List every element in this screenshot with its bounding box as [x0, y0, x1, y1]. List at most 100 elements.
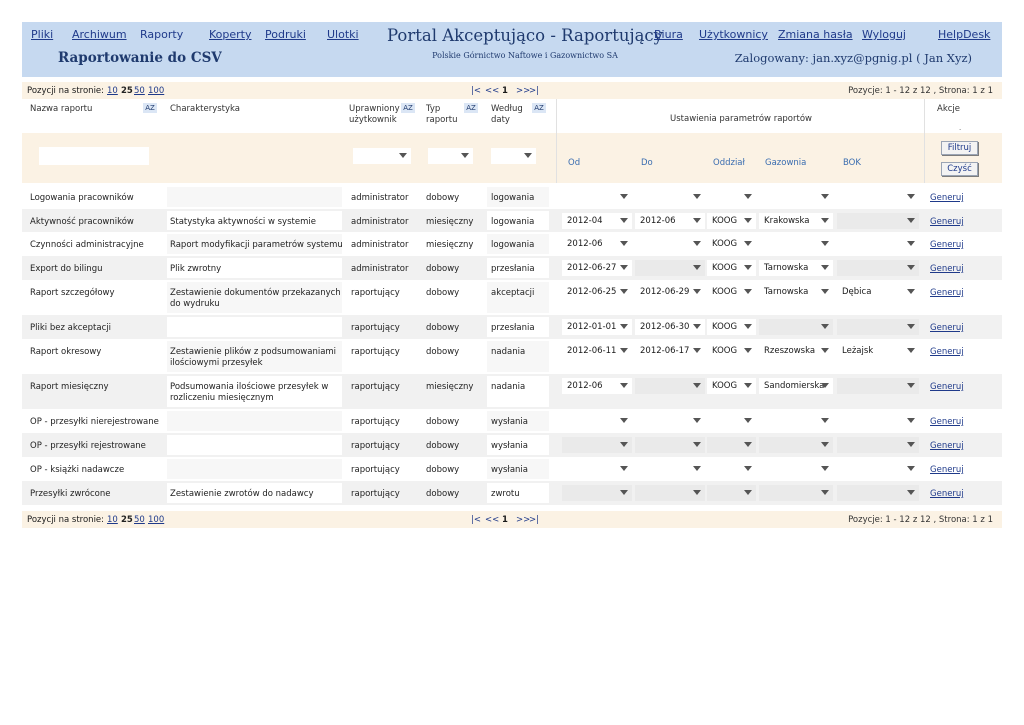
nav-helpdesk[interactable]: HelpDesk [938, 28, 991, 41]
param-from-select[interactable]: 2012-06-25 [562, 284, 632, 300]
param-gas-select[interactable] [759, 236, 833, 252]
generate-link[interactable]: Generuj [930, 441, 964, 451]
param-bok-select[interactable] [837, 461, 919, 477]
filter-type-select[interactable] [428, 148, 473, 164]
nav-biura[interactable]: Biura [654, 28, 683, 41]
page-next[interactable]: >> [516, 86, 531, 96]
param-to-select[interactable] [635, 378, 705, 394]
param-to-select[interactable] [635, 485, 705, 501]
param-gas-select[interactable] [759, 437, 833, 453]
page-last[interactable]: >| [529, 515, 539, 525]
param-from-select[interactable]: 2012-04 [562, 213, 632, 229]
param-bok-select[interactable] [837, 260, 919, 276]
param-branch-select[interactable]: KOOG [707, 343, 756, 359]
param-branch-select[interactable] [707, 189, 756, 205]
page-last[interactable]: >| [529, 86, 539, 96]
param-to-select[interactable]: 2012-06-29 [635, 284, 705, 300]
generate-link[interactable]: Generuj [930, 264, 964, 274]
per-page-25[interactable]: 25 [121, 86, 133, 96]
param-gas-select[interactable]: Sandomierska [759, 378, 833, 394]
param-gas-select[interactable]: Tarnowska [759, 260, 833, 276]
param-gas-select[interactable]: Rzeszowska [759, 343, 833, 359]
param-to-select[interactable] [635, 260, 705, 276]
filter-name-input[interactable] [39, 147, 149, 165]
param-gas-select[interactable]: Tarnowska [759, 284, 833, 300]
param-gas-select[interactable]: Krakowska [759, 213, 833, 229]
per-page-10[interactable]: 10 [107, 86, 118, 96]
nav-podruki[interactable]: Podruki [265, 28, 306, 41]
param-bok-select[interactable] [837, 319, 919, 335]
nav-pliki[interactable]: Pliki [31, 28, 54, 41]
nav-ulotki[interactable]: Ulotki [327, 28, 359, 41]
page-prev[interactable]: << [485, 86, 500, 96]
nav-raporty[interactable]: Raporty [140, 28, 184, 41]
param-from-select[interactable]: 2012-06 [562, 378, 632, 394]
sort-by-date-button[interactable]: AZ [532, 103, 546, 113]
param-from-select[interactable] [562, 485, 632, 501]
param-bok-select[interactable] [837, 437, 919, 453]
generate-link[interactable]: Generuj [930, 217, 964, 227]
filter-user-select[interactable] [353, 148, 411, 164]
param-from-select[interactable]: 2012-06-11 [562, 343, 632, 359]
page-first[interactable]: |< [471, 86, 481, 96]
param-branch-select[interactable] [707, 413, 756, 429]
param-gas-select[interactable] [759, 319, 833, 335]
per-page-50[interactable]: 50 [134, 86, 145, 96]
param-branch-select[interactable] [707, 437, 756, 453]
param-to-select[interactable] [635, 437, 705, 453]
param-bok-select[interactable] [837, 378, 919, 394]
per-page-100[interactable]: 100 [148, 515, 165, 525]
nav-archiwum[interactable]: Archiwum [72, 28, 127, 41]
param-branch-select[interactable]: KOOG [707, 213, 756, 229]
param-bok-select[interactable] [837, 485, 919, 501]
param-bok-select[interactable]: Dębica [837, 284, 919, 300]
param-to-select[interactable]: 2012-06-30 [635, 319, 705, 335]
generate-link[interactable]: Generuj [930, 323, 964, 333]
param-bok-select[interactable] [837, 413, 919, 429]
param-gas-select[interactable] [759, 461, 833, 477]
param-bok-select[interactable] [837, 189, 919, 205]
param-from-select[interactable] [562, 413, 632, 429]
param-from-select[interactable]: 2012-01-01 [562, 319, 632, 335]
param-gas-select[interactable] [759, 485, 833, 501]
nav-zmiana-hasla[interactable]: Zmiana hasła [778, 28, 853, 41]
param-branch-select[interactable] [707, 461, 756, 477]
sort-user-button[interactable]: AZ [401, 103, 415, 113]
page-next[interactable]: >> [516, 515, 531, 525]
filter-button[interactable]: Filtruj [941, 141, 978, 155]
generate-link[interactable]: Generuj [930, 288, 964, 298]
param-from-select[interactable]: 2012-06-27 [562, 260, 632, 276]
generate-link[interactable]: Generuj [930, 465, 964, 475]
sort-name-button[interactable]: AZ [143, 103, 157, 113]
generate-link[interactable]: Generuj [930, 193, 964, 203]
generate-link[interactable]: Generuj [930, 347, 964, 357]
param-to-select[interactable] [635, 236, 705, 252]
param-from-select[interactable] [562, 461, 632, 477]
param-bok-select[interactable]: Leżajsk [837, 343, 919, 359]
param-branch-select[interactable]: KOOG [707, 319, 756, 335]
generate-link[interactable]: Generuj [930, 489, 964, 499]
param-from-select[interactable] [562, 189, 632, 205]
nav-koperty[interactable]: Koperty [209, 28, 252, 41]
param-branch-select[interactable] [707, 485, 756, 501]
param-gas-select[interactable] [759, 189, 833, 205]
param-branch-select[interactable]: KOOG [707, 378, 756, 394]
param-bok-select[interactable] [837, 236, 919, 252]
generate-link[interactable]: Generuj [930, 240, 964, 250]
per-page-10[interactable]: 10 [107, 515, 118, 525]
param-from-select[interactable]: 2012-06 [562, 236, 632, 252]
generate-link[interactable]: Generuj [930, 382, 964, 392]
per-page-25[interactable]: 25 [121, 515, 133, 525]
param-to-select[interactable]: 2012-06-17 [635, 343, 705, 359]
per-page-100[interactable]: 100 [148, 86, 165, 96]
clear-button[interactable]: Czyść [941, 162, 978, 176]
generate-link[interactable]: Generuj [930, 417, 964, 427]
per-page-50[interactable]: 50 [134, 515, 145, 525]
nav-uzytkownicy[interactable]: Użytkownicy [699, 28, 768, 41]
param-gas-select[interactable] [759, 413, 833, 429]
param-to-select[interactable] [635, 189, 705, 205]
param-to-select[interactable]: 2012-06 [635, 213, 705, 229]
param-bok-select[interactable] [837, 213, 919, 229]
filter-by-date-select[interactable] [491, 148, 536, 164]
param-branch-select[interactable]: KOOG [707, 236, 756, 252]
